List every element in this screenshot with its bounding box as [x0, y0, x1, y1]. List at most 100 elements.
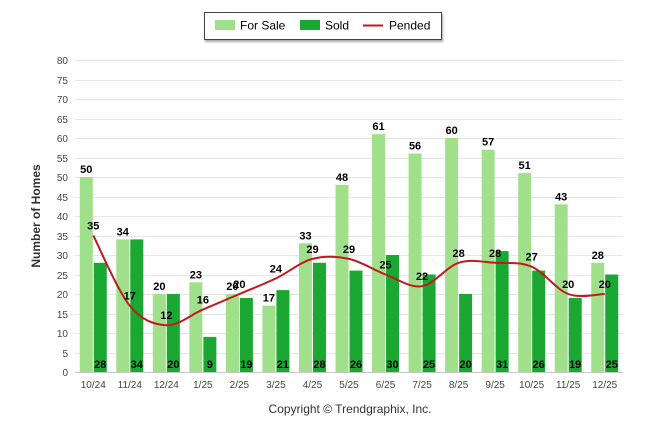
label-pended-11/24: 17	[124, 291, 136, 303]
legend-label-sold: Sold	[325, 19, 349, 33]
label-for-sale-10/25: 51	[519, 160, 531, 172]
x-tick-8/25: 8/25	[449, 380, 469, 391]
label-for-sale-1/25: 23	[190, 269, 202, 281]
label-pended-4/25: 29	[306, 244, 318, 256]
x-axis-ticks: 10/24 11/24 12/24 1/25 2/25 3/25 4/25 5/25 6/25 7…	[81, 380, 618, 391]
bar-for-sale-3/25	[262, 305, 276, 372]
y-tick-20: 20	[57, 290, 69, 301]
y-tick-50: 50	[57, 173, 69, 184]
bar-sold-12/24	[166, 294, 180, 372]
y-tick-70: 70	[57, 95, 69, 106]
label-sold-12/24: 20	[167, 359, 179, 371]
legend-label-pended: Pended	[389, 19, 430, 33]
label-sold-8/25: 20	[459, 359, 471, 371]
bar-sold-3/25	[276, 290, 290, 372]
label-for-sale-12/24: 20	[153, 281, 165, 293]
legend-label-for-sale: For Sale	[240, 19, 286, 33]
bar-sold-11/24	[130, 239, 144, 372]
x-tick-4/25: 4/25	[303, 380, 323, 391]
x-tick-3/25: 3/25	[266, 380, 286, 391]
pended-line-path	[92, 235, 605, 327]
y-tick-15: 15	[57, 310, 69, 321]
label-pended-12/24: 12	[160, 310, 172, 322]
y-tick-65: 65	[57, 115, 69, 126]
label-pended-10/25: 27	[526, 252, 538, 264]
bar-sold-1/25	[203, 336, 217, 372]
label-pended-8/25: 28	[452, 248, 464, 260]
x-tick-1/25: 1/25	[193, 380, 213, 391]
y-axis-ticks: 0 5 10 15 20 25 30 35 40 45 50 55 60 65 70 75 80	[57, 56, 69, 379]
y-tick-80: 80	[57, 56, 69, 67]
legend-swatch-sold	[300, 20, 320, 30]
label-for-sale-11/25: 43	[555, 191, 567, 203]
bar-for-sale-7/25	[408, 153, 422, 372]
label-for-sale-6/25: 61	[372, 121, 384, 133]
label-sold-12/25: 25	[606, 359, 618, 371]
label-pended-12/25: 20	[599, 279, 611, 291]
label-sold-10/24: 28	[94, 359, 106, 371]
data-labels: 5028343420202392019172133284826613056256…	[80, 121, 618, 371]
label-sold-1/25: 9	[207, 359, 213, 371]
bar-sold-5/25	[349, 270, 363, 372]
bar-for-sale-1/25	[189, 282, 203, 372]
x-tick-7/25: 7/25	[412, 380, 432, 391]
label-sold-9/25: 31	[496, 359, 508, 371]
y-tick-5: 5	[62, 349, 68, 360]
legend-swatch-for-sale	[215, 20, 235, 30]
x-tick-11/25: 11/25	[556, 380, 581, 391]
label-for-sale-5/25: 48	[336, 172, 348, 184]
label-pended-10/24: 35	[87, 221, 99, 233]
bar-for-sale-8/25	[445, 138, 459, 372]
x-tick-2/25: 2/25	[230, 380, 250, 391]
bar-sold-7/25	[422, 274, 436, 372]
y-tick-0: 0	[62, 368, 68, 379]
bar-for-sale-4/25	[298, 243, 312, 372]
label-sold-10/25: 26	[533, 359, 545, 371]
bar-for-sale-6/25	[372, 134, 386, 372]
x-tick-5/25: 5/25	[339, 380, 359, 391]
bar-sold-9/25	[495, 251, 509, 372]
x-tick-11/24: 11/24	[118, 380, 143, 391]
label-for-sale-7/25: 56	[409, 141, 421, 153]
y-tick-10: 10	[57, 329, 69, 340]
label-sold-4/25: 28	[313, 359, 325, 371]
y-tick-75: 75	[57, 76, 69, 87]
bar-sold-2/25	[239, 297, 253, 372]
x-tick-10/25: 10/25	[519, 380, 544, 391]
bar-sold-11/25	[568, 297, 582, 372]
label-sold-3/25: 21	[277, 359, 289, 371]
bar-sold-6/25	[386, 255, 400, 372]
bar-for-sale-10/25	[518, 173, 532, 372]
bar-for-sale-5/25	[335, 184, 349, 372]
legend-box	[204, 12, 442, 40]
label-pended-11/25: 20	[562, 279, 574, 291]
y-tick-25: 25	[57, 271, 69, 282]
label-sold-5/25: 26	[350, 359, 362, 371]
x-tick-6/25: 6/25	[376, 380, 396, 391]
label-sold-2/25: 19	[240, 359, 252, 371]
label-sold-11/24: 34	[131, 359, 144, 371]
bar-sold-10/24	[93, 262, 107, 372]
copyright: Copyright © Trendgraphix, Inc.	[269, 402, 432, 416]
label-for-sale-2/25: 20	[226, 281, 238, 293]
y-gridlines	[75, 60, 623, 373]
label-for-sale-4/25: 33	[299, 230, 311, 242]
label-pended-5/25: 29	[343, 244, 355, 256]
label-pended-3/25: 24	[270, 263, 283, 275]
label-pended-2/25: 20	[233, 279, 245, 291]
bar-for-sale-10/24	[79, 177, 93, 372]
label-sold-7/25: 25	[423, 359, 435, 371]
label-pended-9/25: 28	[489, 248, 501, 260]
legend: For Sale Sold Pended	[204, 12, 442, 40]
bar-for-sale-9/25	[481, 149, 495, 372]
label-pended-1/25: 16	[197, 295, 209, 307]
label-for-sale-8/25: 60	[445, 125, 457, 137]
x-tick-12/24: 12/24	[154, 380, 179, 391]
y-tick-55: 55	[57, 154, 69, 165]
y-tick-30: 30	[57, 251, 69, 262]
label-for-sale-12/25: 28	[592, 250, 604, 262]
bar-sold-10/25	[532, 270, 546, 372]
x-tick-9/25: 9/25	[485, 380, 505, 391]
label-pended-6/25: 25	[379, 260, 391, 272]
bar-sold-12/25	[605, 274, 619, 372]
